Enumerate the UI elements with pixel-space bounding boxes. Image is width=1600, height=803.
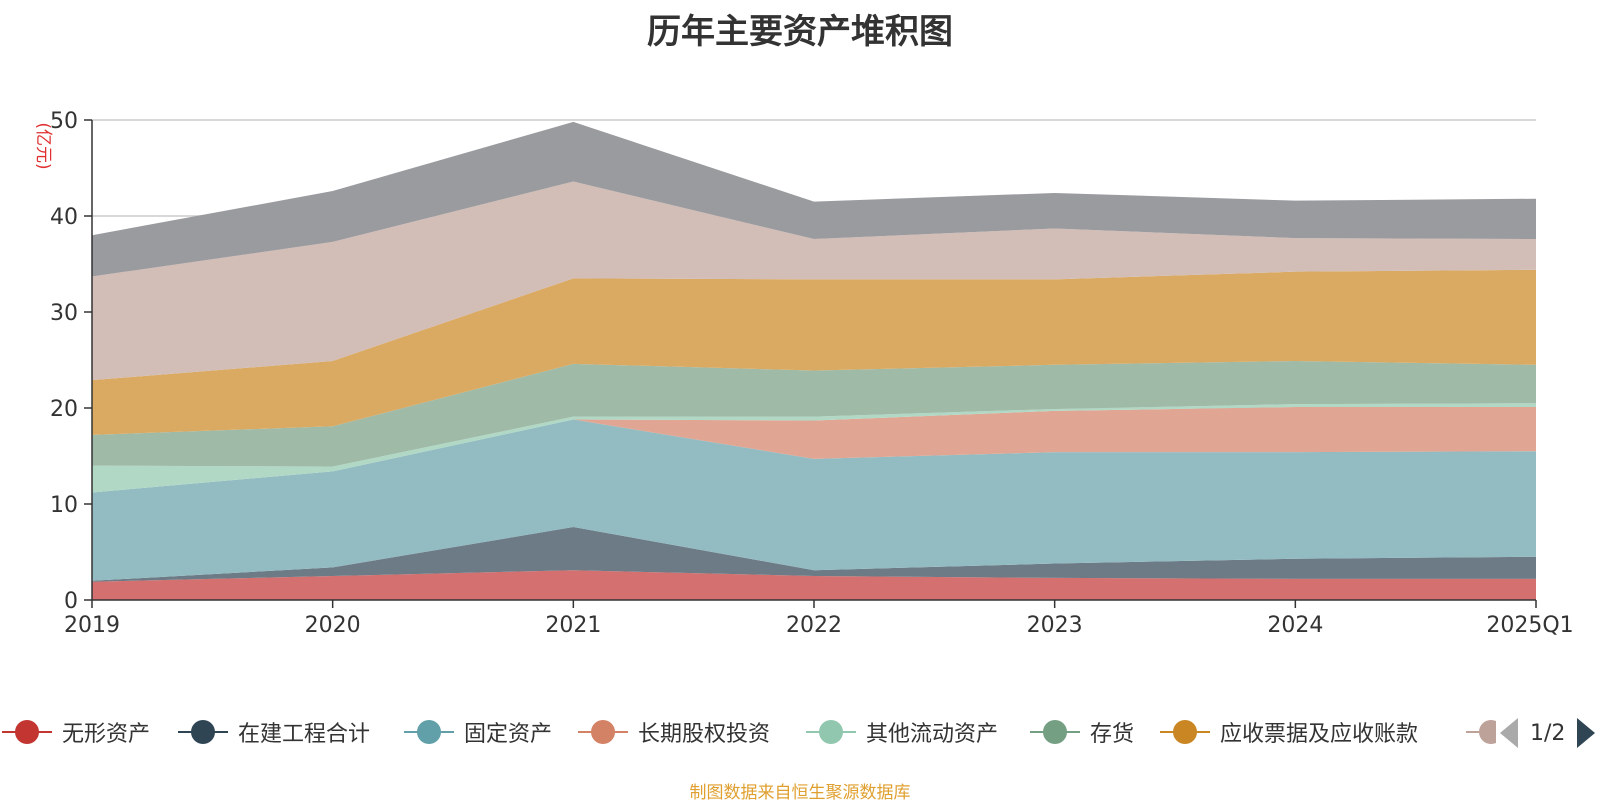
y-tick-label: 30 — [50, 301, 78, 326]
legend-label: 应收票据及应收账款 — [1220, 722, 1419, 747]
legend-item[interactable]: 存货 — [1030, 712, 1134, 752]
legend-item[interactable] — [1466, 712, 1496, 752]
legend-pager: 1/2 — [1500, 716, 1596, 750]
legend-item[interactable]: 固定资产 — [404, 712, 552, 752]
y-tick-label: 0 — [64, 589, 78, 614]
chart-plot: 0 10 20 30 40 50 2019 2020 2021 2022 2023 2024 2025Q… — [33, 109, 1574, 638]
y-tick-label: 10 — [50, 493, 78, 518]
area-series-2 — [92, 419, 1536, 581]
area-series-0 — [92, 570, 1536, 600]
legend-item[interactable]: 在建工程合计 — [178, 712, 370, 752]
legend-label: 在建工程合计 — [238, 722, 371, 747]
legend-item[interactable]: 其他流动资产 — [806, 712, 998, 752]
y-tick-label: 20 — [50, 397, 78, 422]
area-series-3 — [92, 407, 1536, 493]
legend-marker-icon — [2, 717, 52, 747]
legend-page-indicator: 1/2 — [1530, 720, 1566, 746]
legend-item[interactable]: 应收票据及应收账款 — [1160, 712, 1418, 752]
chart-title: 历年主要资产堆积图 — [647, 12, 953, 52]
legend-marker-icon — [578, 717, 628, 747]
area-series-5 — [92, 360, 1536, 467]
x-tick-label: 2025Q1 — [1486, 613, 1573, 638]
legend-label: 存货 — [1090, 722, 1135, 747]
y-tick-label: 40 — [50, 205, 78, 230]
x-tick-label: 2020 — [305, 613, 361, 638]
legend-marker-icon — [806, 717, 856, 747]
legend-item[interactable]: 无形资产 — [2, 712, 150, 752]
legend-prev-arrow-icon[interactable] — [1500, 718, 1518, 748]
area-series-1 — [92, 527, 1536, 582]
legend-marker-icon — [178, 717, 228, 747]
legend-label: 其他流动资产 — [866, 722, 999, 747]
legend-label: 固定资产 — [464, 722, 553, 747]
legend: 无形资产 在建工程合计 固定资产 长期股权投资 其他流动资产 存货 应收票据及应收账款 — [0, 712, 1600, 752]
area-series-7 — [92, 181, 1536, 381]
legend-item[interactable]: 长期股权投资 — [578, 712, 770, 752]
legend-marker-icon — [1466, 717, 1496, 747]
legend-label: 长期股权投资 — [638, 722, 771, 747]
source-note: 制图数据来自恒生聚源数据库 — [689, 783, 911, 803]
x-tick-label: 2023 — [1027, 613, 1083, 638]
legend-marker-icon — [1160, 717, 1210, 747]
x-tick-label: 2024 — [1267, 613, 1323, 638]
x-tick-label: 2021 — [545, 613, 601, 638]
legend-label: 无形资产 — [62, 722, 151, 747]
y-tick-label: 50 — [50, 109, 78, 134]
legend-next-arrow-icon[interactable] — [1577, 718, 1596, 748]
x-tick-label: 2022 — [786, 613, 842, 638]
legend-marker-icon — [1030, 717, 1080, 747]
area-series-6 — [92, 269, 1536, 435]
area-series-8 — [92, 121, 1536, 277]
legend-marker-icon — [404, 717, 454, 747]
y-axis-label: (亿元) — [33, 122, 53, 169]
x-tick-label: 2019 — [64, 613, 120, 638]
